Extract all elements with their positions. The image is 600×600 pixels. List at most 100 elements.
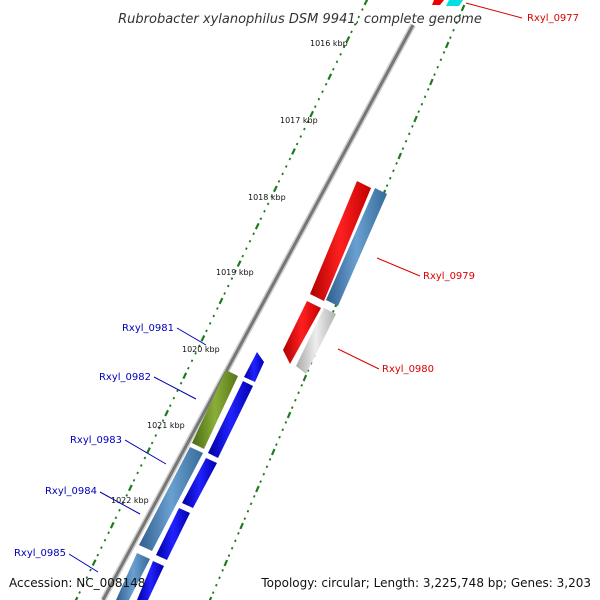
ruler-tick-left bbox=[218, 297, 224, 305]
ruler-tick-left bbox=[190, 359, 194, 363]
map-title: Rubrobacter xylanophilus DSM 9941, compl… bbox=[118, 12, 482, 27]
ruler-tick-left bbox=[143, 456, 147, 460]
ruler-tick-right bbox=[429, 78, 434, 86]
ruler-tick-right bbox=[426, 88, 430, 91]
ruler-tick-left bbox=[342, 45, 346, 49]
cds-rxyl-0984-blue[interactable] bbox=[156, 508, 190, 560]
cds-rxyl-0985-steel[interactable] bbox=[116, 553, 150, 600]
leader-rxyl-0984 bbox=[99, 491, 141, 515]
ruler-tick-left bbox=[158, 426, 161, 430]
topology-text: Topology: circular; Length: 3,225,748 bp… bbox=[260, 576, 591, 590]
ruler-tick-right bbox=[297, 391, 300, 395]
ruler-tick-left bbox=[306, 120, 310, 123]
cds-rxyl-0982-blue[interactable] bbox=[208, 381, 253, 458]
ruler-label-1019: 1019 kbp bbox=[216, 268, 254, 277]
ruler-tick-right bbox=[284, 421, 288, 424]
gene-label-rxyl-0981[interactable]: Rxyl_0981 bbox=[122, 323, 174, 334]
gene-label-rxyl-0979[interactable]: Rxyl_0979 bbox=[423, 271, 475, 282]
ruler-tick-left bbox=[197, 344, 201, 348]
ruler-tick-left bbox=[103, 538, 107, 542]
ruler-tick-left bbox=[313, 105, 317, 109]
gene-label-rxyl-0983[interactable]: Rxyl_0983 bbox=[70, 435, 122, 446]
gene-label-rxyl-0980[interactable]: Rxyl_0980 bbox=[382, 364, 434, 375]
ruler-tick-left bbox=[339, 52, 342, 56]
gene-label-rxyl-0984[interactable]: Rxyl_0984 bbox=[45, 486, 97, 497]
ruler-tick-left bbox=[100, 546, 103, 550]
ruler-tick-left bbox=[361, 8, 364, 11]
ruler-tick-left bbox=[118, 508, 121, 512]
gene-label-rxyl-0985[interactable]: Rxyl_0985 bbox=[14, 548, 66, 559]
ruler-tick-track-left bbox=[74, 0, 369, 600]
cds-rxyl-0980-grey[interactable] bbox=[296, 308, 336, 374]
cds-rxyl-0977-cyan[interactable] bbox=[446, 0, 463, 6]
ruler-tick-right bbox=[281, 428, 284, 432]
ruler-tick-right bbox=[294, 398, 297, 402]
ruler-tick-left bbox=[281, 172, 284, 176]
ruler-tick-left bbox=[78, 591, 81, 594]
ruler-tick-left bbox=[254, 222, 260, 230]
cds-rxyl-0977-red[interactable] bbox=[432, 0, 444, 5]
leader-rxyl-0979 bbox=[376, 257, 421, 277]
ruler-tick-right bbox=[332, 310, 335, 313]
ruler-label-1016: 1016 kbp bbox=[310, 39, 348, 48]
ruler-tick-right bbox=[413, 115, 418, 123]
ruler-label-1021: 1021 kbp bbox=[147, 421, 185, 430]
ruler-tick-right bbox=[401, 147, 405, 150]
ruler-tick-right bbox=[270, 448, 276, 456]
ruler-tick-left bbox=[121, 501, 125, 505]
ruler-tick-left bbox=[309, 110, 315, 118]
ruler-tick-left bbox=[81, 583, 85, 587]
gene-label-rxyl-0982[interactable]: Rxyl_0982 bbox=[99, 372, 151, 383]
ruler-tick-left bbox=[208, 322, 212, 325]
ruler-tick-right bbox=[259, 480, 262, 483]
ruler-tick-right bbox=[255, 485, 260, 493]
cds-rxyl-0980-red[interactable] bbox=[283, 301, 321, 364]
ruler-tick-left bbox=[223, 292, 226, 295]
ruler-tick-right bbox=[265, 465, 269, 469]
cds-rxyl-0985-blue[interactable] bbox=[137, 561, 164, 600]
ruler-tick-left bbox=[259, 217, 263, 221]
accession-text: Accession: NC_008148 bbox=[9, 576, 145, 590]
ruler-tick-left bbox=[146, 447, 151, 454]
ruler-tick-left bbox=[241, 254, 245, 258]
ruler-tick-right bbox=[218, 576, 221, 580]
ruler-tick-right bbox=[433, 73, 436, 76]
ruler-tick-left bbox=[136, 471, 139, 475]
ruler-tick-left bbox=[168, 404, 172, 408]
ruler-tick-left bbox=[154, 434, 158, 437]
ruler-tick-right bbox=[230, 546, 234, 550]
ruler-tick-left bbox=[335, 60, 339, 64]
cds-rxyl-0983-blue[interactable] bbox=[182, 458, 217, 508]
ruler-tick-right bbox=[246, 509, 250, 513]
ruler-tick-left bbox=[127, 484, 133, 492]
cds-rxyl-0979-steel[interactable] bbox=[326, 188, 387, 306]
ruler-tick-right bbox=[286, 411, 292, 419]
ruler-tick-left bbox=[139, 464, 143, 467]
cds-rxyl-0979-red[interactable] bbox=[310, 181, 371, 301]
ruler-label-1018: 1018 kbp bbox=[248, 193, 286, 202]
ruler-tick-left bbox=[216, 307, 219, 310]
ruler-tick-right bbox=[211, 591, 215, 594]
ruler-tick-left bbox=[132, 479, 136, 482]
gene-label-rxyl-0977[interactable]: Rxyl_0977 bbox=[527, 13, 579, 24]
ruler-tick-left bbox=[205, 329, 208, 333]
cds-rxyl-0983-steel[interactable] bbox=[139, 447, 203, 551]
ruler-tick-left bbox=[200, 335, 206, 342]
ruler-tick-left bbox=[245, 247, 248, 251]
ruler-tick-right bbox=[449, 36, 452, 39]
ruler-tick-right bbox=[290, 406, 294, 409]
reverse-strand-features bbox=[116, 352, 264, 600]
ruler-tick-left bbox=[327, 73, 333, 81]
cds-rxyl-0982-olive[interactable] bbox=[192, 370, 238, 449]
ruler-tick-left bbox=[284, 165, 288, 168]
ruler-tick-right bbox=[262, 472, 266, 476]
ruler-tick-left bbox=[363, 0, 369, 6]
ruler-tick-right bbox=[249, 502, 253, 506]
ruler-tick-right bbox=[268, 458, 272, 461]
ruler-tick-left bbox=[179, 381, 183, 385]
cds-rxyl-0981-blue[interactable] bbox=[244, 352, 264, 382]
leader-rxyl-0977 bbox=[465, 2, 523, 19]
ruler-tick-left bbox=[172, 396, 176, 400]
ruler-tick-left bbox=[277, 180, 281, 183]
